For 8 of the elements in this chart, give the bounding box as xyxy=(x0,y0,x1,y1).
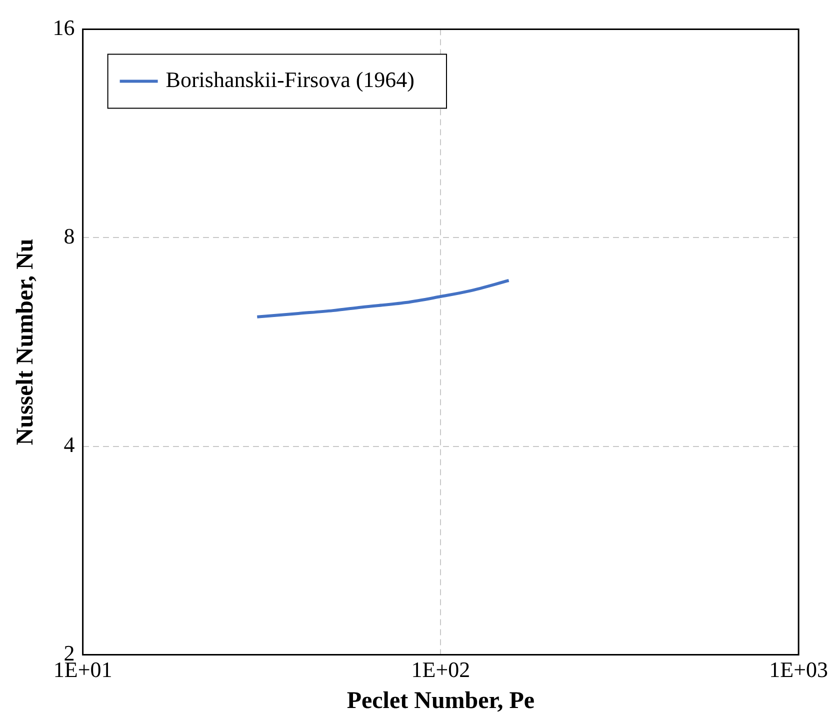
y-axis-title: Nusselt Number, Nu xyxy=(12,238,39,446)
x-axis-title: Peclet Number, Pe xyxy=(346,688,535,714)
legend-label: Borishanskii-Firsova (1964) xyxy=(166,66,415,92)
y-tick-label: 4 xyxy=(64,432,75,458)
x-tick-label: 1E+03 xyxy=(769,656,828,682)
y-tick-label: 16 xyxy=(52,14,75,40)
x-tick-label: 1E+02 xyxy=(411,656,470,682)
y-tick-label: 8 xyxy=(64,224,75,249)
